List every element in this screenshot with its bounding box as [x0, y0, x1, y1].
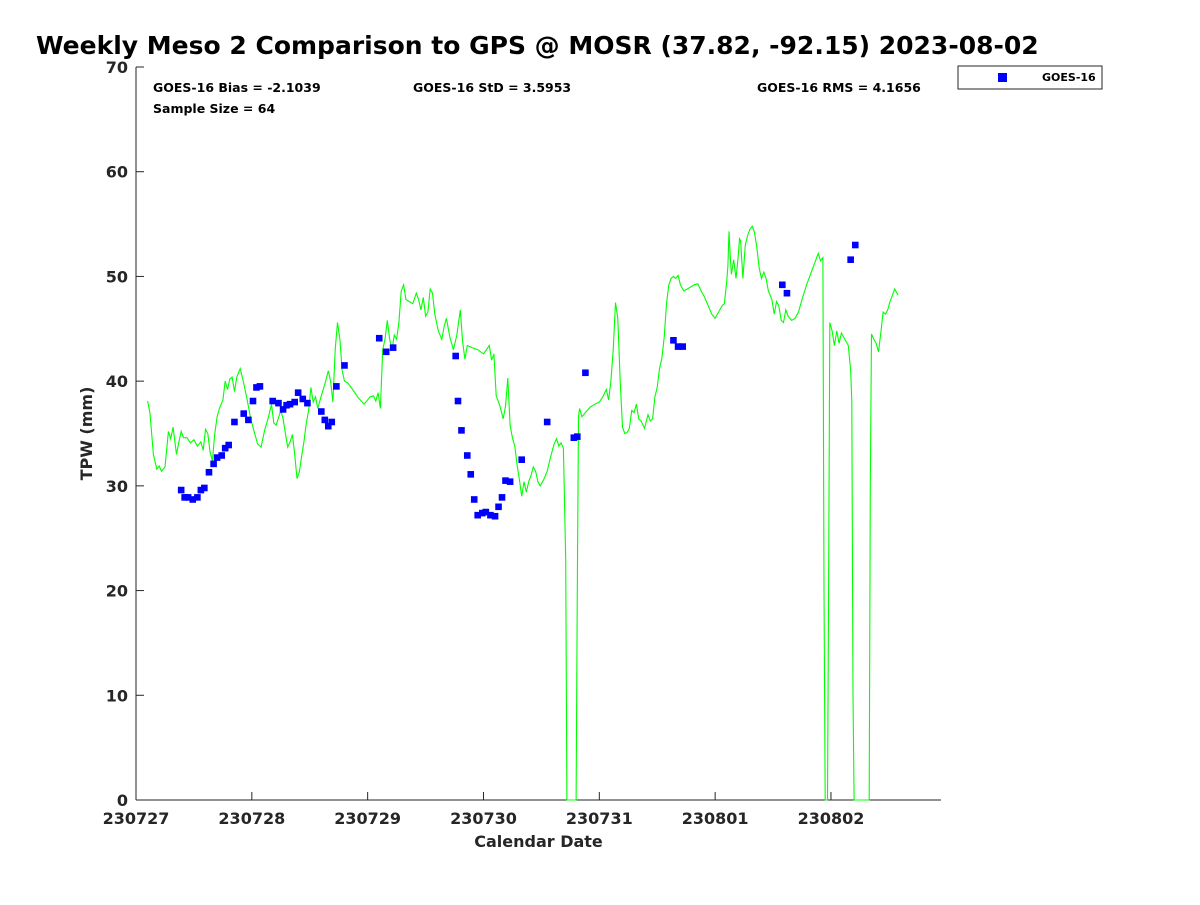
y-tick-label: 10	[106, 686, 128, 705]
goes16-point	[304, 399, 311, 407]
goes16-point	[318, 408, 325, 415]
goes16-point	[294, 389, 302, 396]
goes16-point	[210, 460, 217, 468]
goes16-point	[324, 422, 332, 430]
goes16-point	[205, 468, 213, 476]
goes16-point	[249, 397, 257, 405]
goes16-point	[253, 384, 260, 391]
y-tick-label: 20	[106, 582, 128, 601]
goes16-point	[201, 484, 208, 492]
y-axis-label: TPW (mm)	[77, 387, 96, 481]
goes16-point	[670, 337, 677, 344]
goes16-point	[275, 399, 282, 407]
goes16-point	[321, 416, 329, 424]
goes16-point	[851, 241, 859, 249]
goes16-point	[213, 454, 221, 461]
goes16-point	[502, 477, 509, 484]
goes16-point	[470, 496, 478, 503]
y-tick-label: 60	[106, 163, 128, 182]
goes16-point	[291, 398, 298, 406]
goes16-point	[240, 410, 248, 417]
y-tick-label: 40	[106, 372, 128, 391]
goes16-point	[194, 494, 201, 501]
stat-sample-size: Sample Size = 64	[153, 101, 275, 116]
goes16-point	[269, 397, 276, 405]
goes16-point	[506, 478, 514, 485]
stat-rms: GOES-16 RMS = 4.1656	[757, 80, 921, 95]
gps-line	[147, 225, 899, 801]
goes16-point	[299, 395, 307, 403]
x-tick-label: 230801	[682, 809, 749, 828]
y-tick-label: 0	[117, 791, 128, 810]
goes16-point	[283, 401, 290, 409]
goes16-point	[779, 281, 786, 289]
goes16-point	[341, 362, 348, 369]
goes16-point	[454, 397, 462, 405]
stat-bias: GOES-16 Bias = -2.1039	[153, 80, 321, 95]
x-tick-label: 230802	[798, 809, 865, 828]
x-tick-label: 230729	[334, 809, 401, 828]
goes16-point	[197, 486, 205, 494]
goes16-point	[482, 508, 490, 516]
goes16-point	[495, 503, 502, 511]
y-tick-label: 50	[106, 267, 128, 286]
goes16-point	[184, 494, 192, 501]
chart-title: Weekly Meso 2 Comparison to GPS @ MOSR (…	[36, 31, 1039, 60]
goes16-point	[256, 383, 264, 390]
goes16-point	[491, 512, 499, 520]
goes16-point	[286, 400, 294, 408]
goes16-point	[674, 343, 682, 350]
goes16-point	[574, 433, 581, 440]
x-tick-label: 230730	[450, 809, 517, 828]
goes16-point	[467, 471, 475, 478]
goes16-point	[474, 511, 481, 519]
goes16-point	[177, 486, 185, 494]
goes16-point	[518, 456, 526, 463]
y-tick-label: 30	[106, 477, 128, 496]
goes16-point	[382, 348, 390, 356]
x-tick-label: 230731	[566, 809, 633, 828]
goes16-point	[783, 289, 791, 297]
goes16-point	[847, 256, 854, 263]
gps-series	[147, 225, 899, 801]
x-axis-label: Calendar Date	[474, 832, 603, 851]
goes16-point	[279, 406, 287, 413]
y-tick-label: 70	[106, 58, 128, 77]
goes16-point	[487, 511, 494, 519]
x-tick-label: 230727	[103, 809, 170, 828]
goes16-point	[389, 344, 397, 351]
goes16-point	[479, 509, 486, 517]
goes16-point	[458, 427, 465, 434]
goes16-point	[221, 444, 229, 452]
goes16-point	[231, 418, 238, 426]
goes16-point	[570, 434, 578, 441]
goes16-point	[543, 418, 551, 426]
x-tick-label: 230728	[218, 809, 285, 828]
legend-box	[957, 65, 1103, 90]
goes16-point	[225, 441, 232, 449]
goes16-series	[177, 241, 859, 520]
goes16-point	[245, 416, 252, 424]
legend-goes16-label: GOES-16	[1042, 71, 1096, 84]
axes: 0 10 20 30 40 50 60 70 230727 230728 230729 230730 2…	[103, 58, 941, 828]
goes16-point	[452, 352, 459, 360]
legend-goes16-marker	[998, 73, 1007, 82]
goes16-point	[679, 343, 687, 350]
goes16-point	[375, 334, 383, 342]
goes16-point	[328, 418, 336, 426]
goes16-point	[463, 452, 471, 459]
goes16-point	[582, 369, 589, 377]
goes16-point	[333, 383, 340, 390]
goes16-point	[181, 494, 188, 501]
plot-area	[136, 67, 941, 800]
goes16-point	[218, 452, 226, 459]
legend: GOES-16	[957, 65, 1103, 90]
stat-std: GOES-16 StD = 3.5953	[413, 80, 571, 95]
goes16-point	[498, 494, 506, 501]
goes16-point	[189, 496, 197, 503]
